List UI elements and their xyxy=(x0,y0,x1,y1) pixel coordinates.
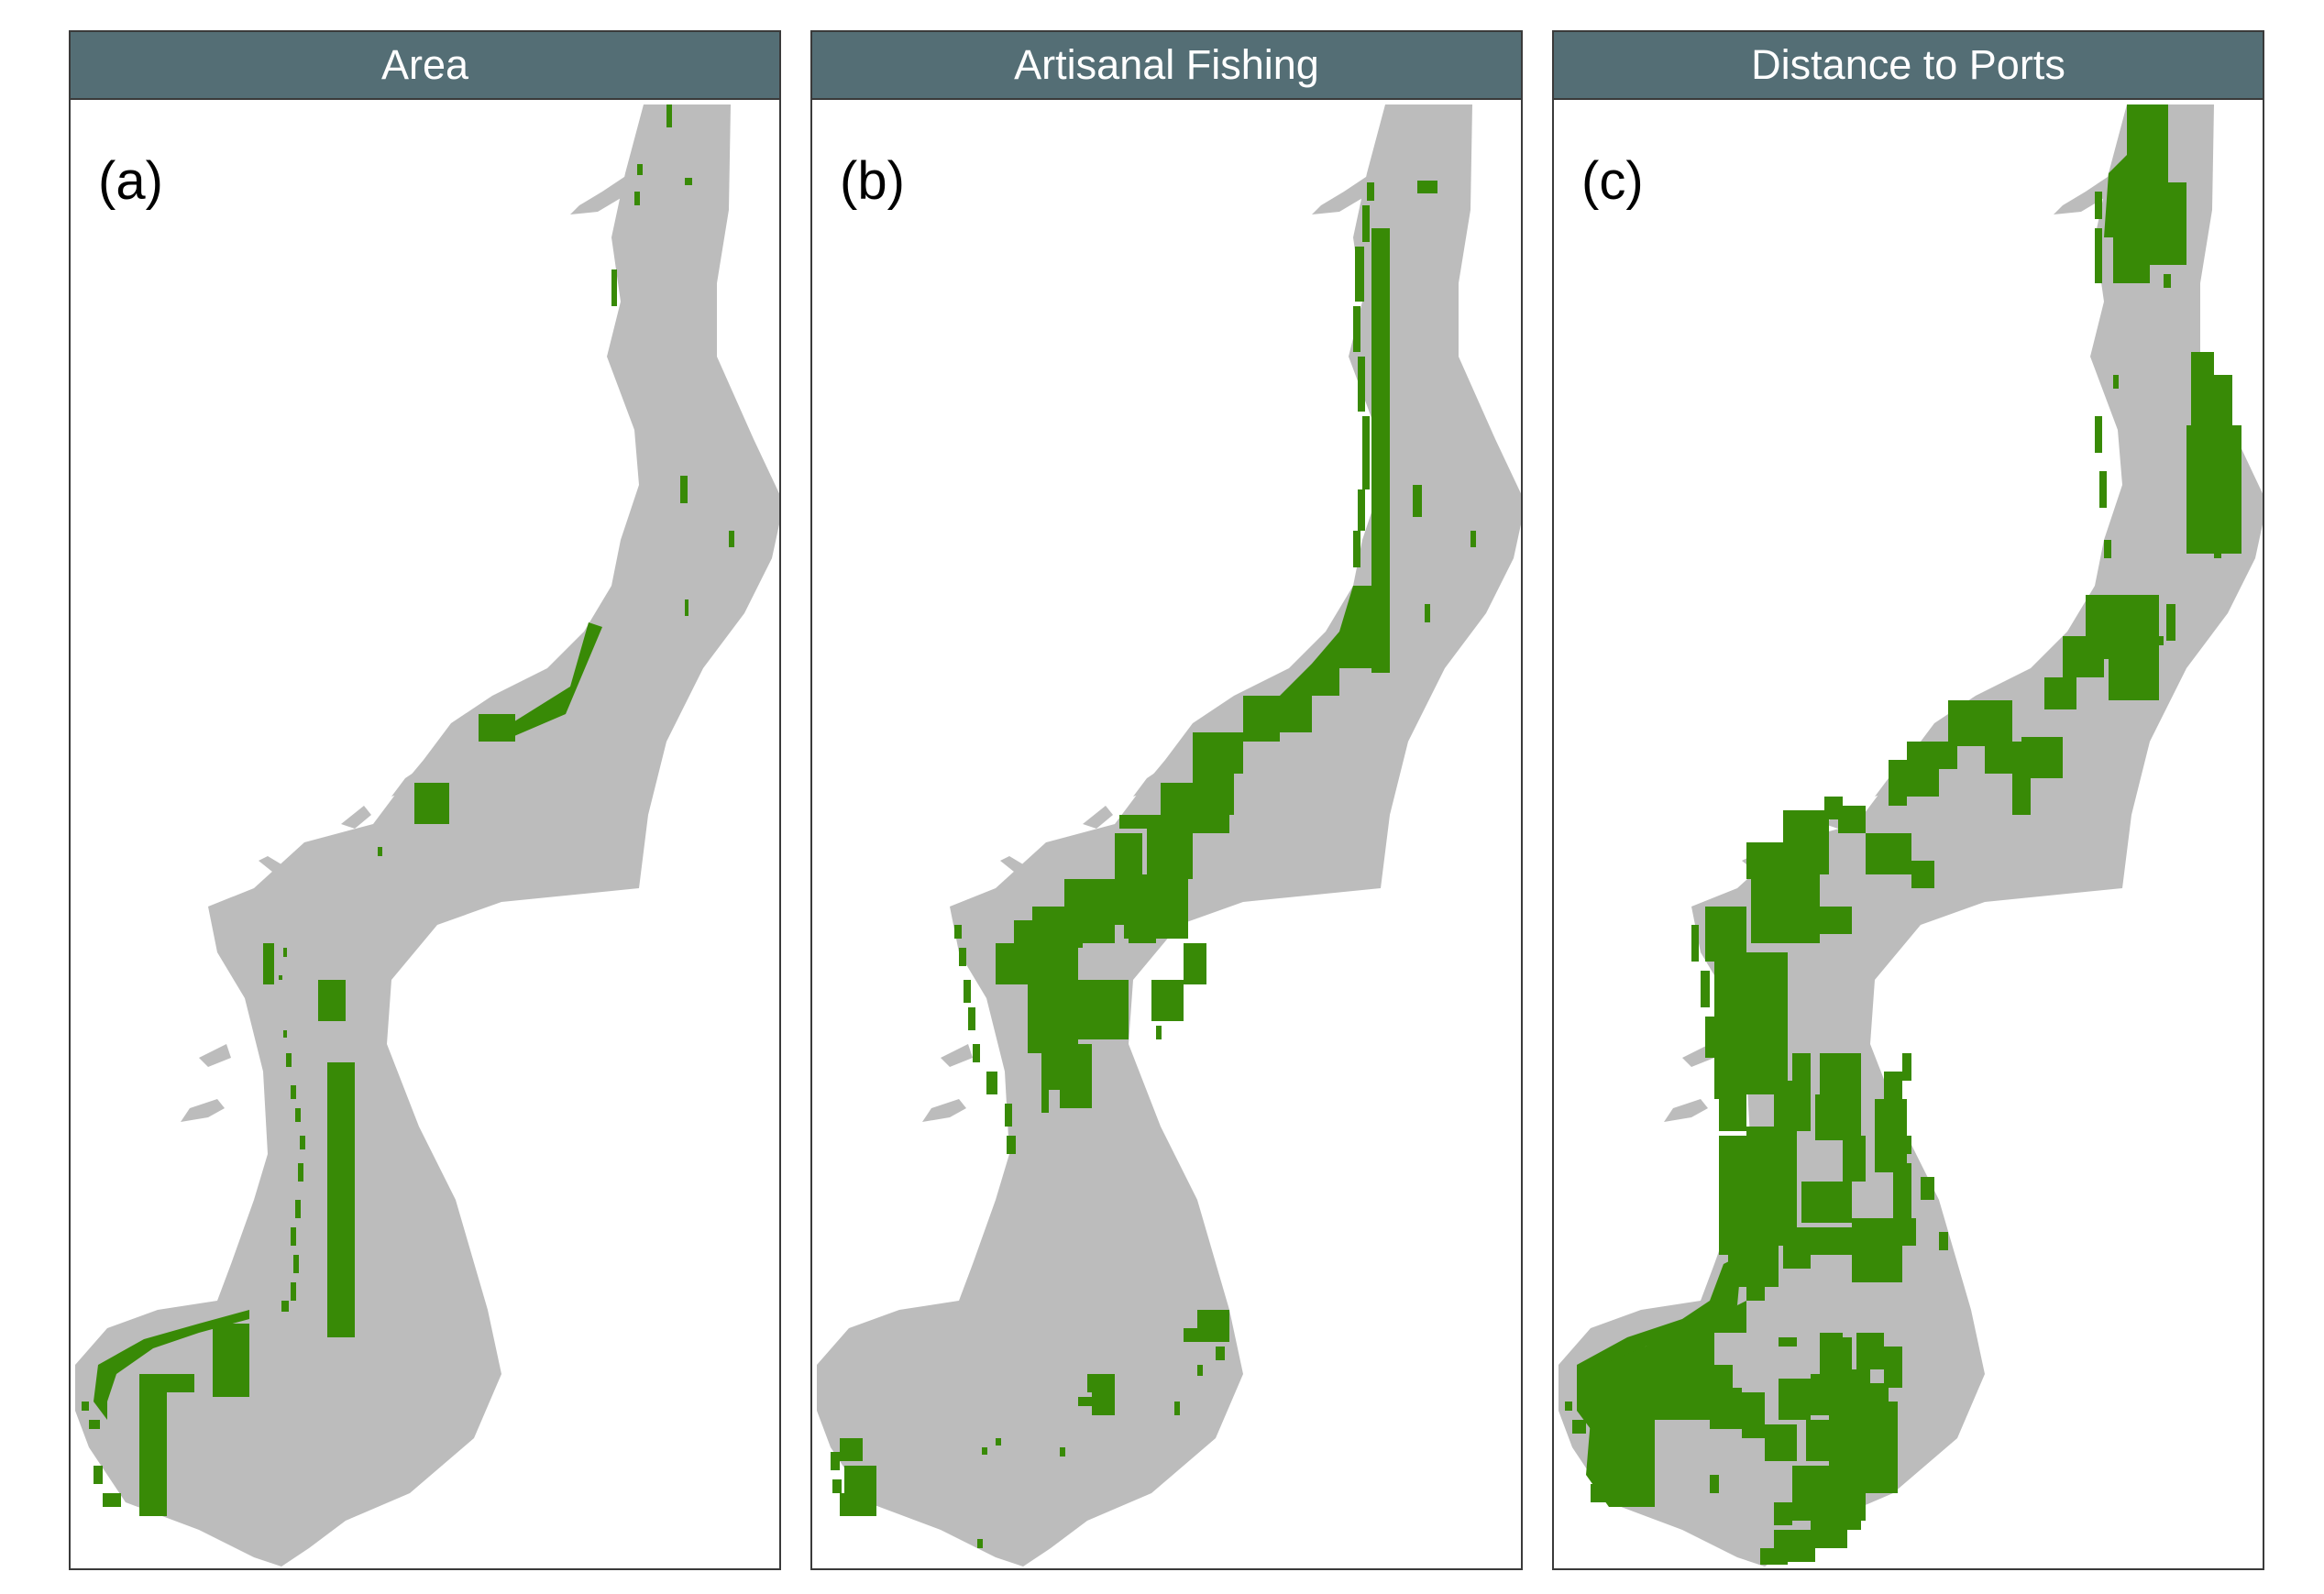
inlet xyxy=(1664,1099,1708,1122)
panel-area: Area xyxy=(69,30,781,1570)
map-frame: (c) xyxy=(1552,98,2264,1570)
map-artisanal-fishing xyxy=(817,104,1521,1567)
panel-tag: (a) xyxy=(98,151,163,211)
panel-tag: (b) xyxy=(840,151,905,211)
region-shape xyxy=(75,104,779,1567)
map-distance-to-ports xyxy=(1559,104,2263,1567)
inlet xyxy=(199,1044,231,1067)
panel-title: Distance to Ports xyxy=(1751,41,2065,88)
panel-strip: Artisanal Fishing xyxy=(810,30,1523,100)
selected-cells xyxy=(1565,104,2241,1565)
panel-strip: Distance to Ports xyxy=(1552,30,2264,100)
panel-distance-to-ports: Distance to Ports xyxy=(1552,30,2264,1570)
inlet xyxy=(1083,806,1113,829)
inlet xyxy=(1000,856,1037,881)
panel-strip: Area xyxy=(69,30,781,100)
map-frame: (b) xyxy=(810,98,1523,1570)
inlet xyxy=(391,760,437,797)
panel-artisanal-fishing: Artisanal Fishing xyxy=(810,30,1523,1570)
map-frame: (a) xyxy=(69,98,781,1570)
panel-title: Area xyxy=(380,41,469,88)
inlet xyxy=(181,1099,225,1122)
inlet xyxy=(341,806,371,829)
inlet xyxy=(922,1099,966,1122)
panel-title: Artisanal Fishing xyxy=(1014,41,1319,88)
panel-tag: (c) xyxy=(1581,151,1644,211)
map-area xyxy=(75,104,779,1567)
selected-cells xyxy=(831,181,1476,1548)
inlet xyxy=(2054,173,2115,214)
selected-cells xyxy=(82,104,734,1516)
inlet xyxy=(941,1044,973,1067)
inlet xyxy=(259,856,295,881)
inlet xyxy=(1133,760,1179,797)
inlet xyxy=(1312,173,1373,214)
inlet xyxy=(570,173,632,214)
